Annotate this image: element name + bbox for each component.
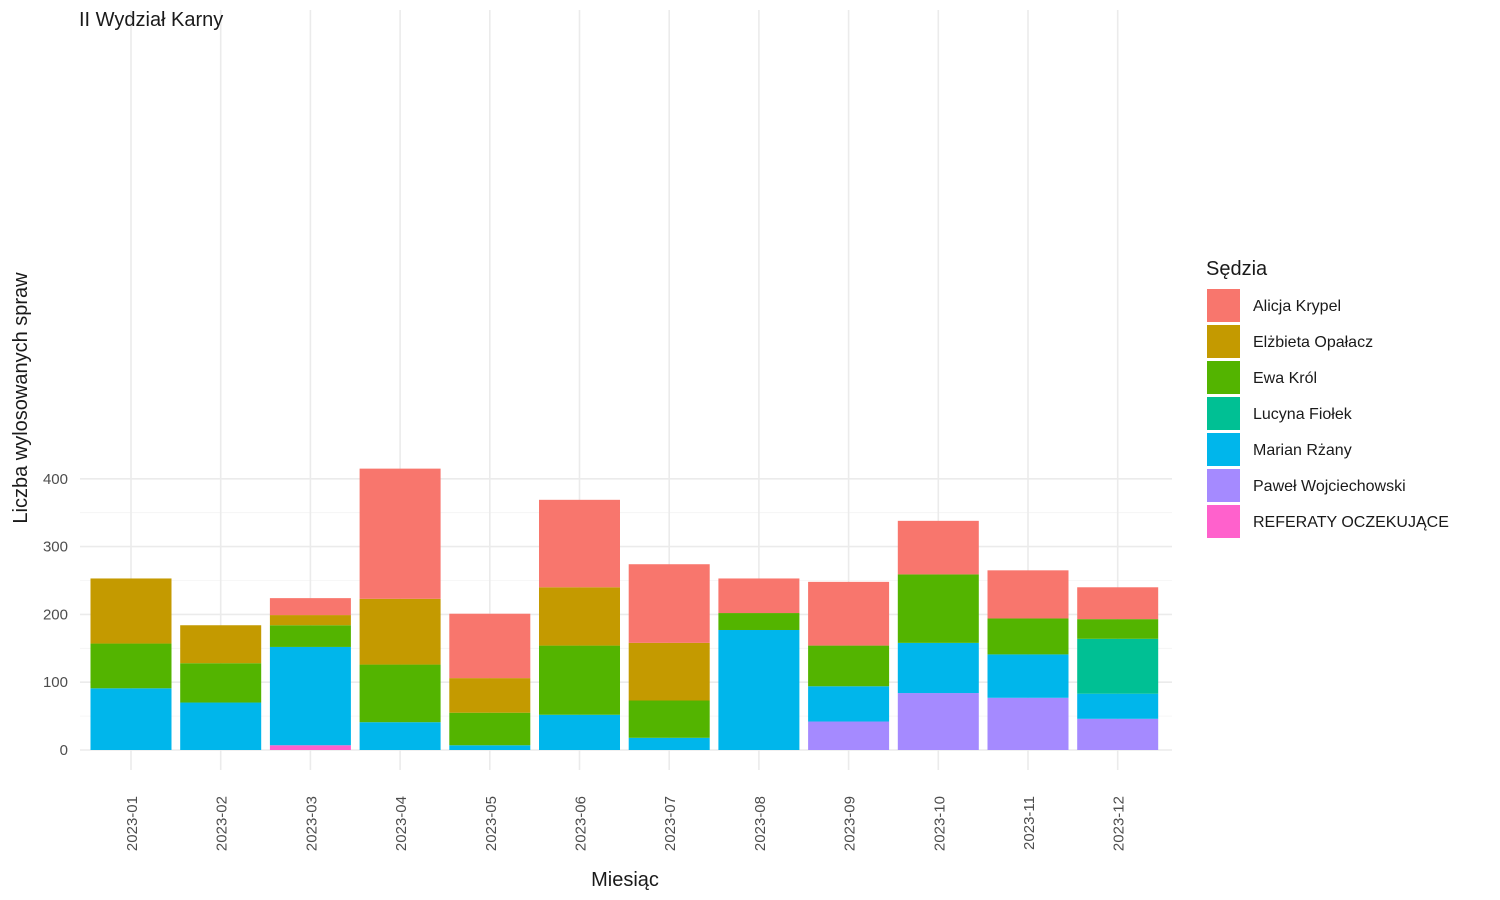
legend-label: REFERATY OCZEKUJĄCE (1253, 514, 1449, 531)
bar-segment (269, 625, 351, 647)
bar-segment (359, 468, 441, 599)
bar-segment (628, 737, 710, 750)
legend-label: Ewa Król (1253, 370, 1317, 387)
bar-segment (269, 745, 351, 750)
bar-segment (449, 678, 531, 713)
legend-label: Marian Rżany (1253, 442, 1352, 459)
bar-segment (180, 625, 262, 664)
bar-segment (449, 712, 531, 746)
bar-segment (628, 564, 710, 643)
x-tick-label: 2023-09 (842, 796, 859, 851)
bar-segment (449, 613, 531, 679)
x-tick-label: 2023-07 (662, 796, 679, 851)
y-axis-ticks: 0 100 200 300 400 (43, 471, 68, 759)
bar-segment (808, 581, 890, 646)
bar-segment (1077, 718, 1159, 750)
bar-segment (180, 702, 262, 750)
bar-segment (449, 745, 531, 750)
bar-segment (808, 645, 890, 687)
legend: Sędzia Alicja Krypel Elżbieta Opałacz Ewa … (1206, 258, 1449, 538)
bar-segment (539, 714, 620, 750)
y-axis-title: Liczba wylosowanych spraw (10, 272, 32, 524)
legend-label: Lucyna Fiołek (1253, 406, 1353, 423)
x-tick-label: 2023-11 (1021, 796, 1038, 850)
bar-segment (269, 615, 351, 626)
bar-segment (359, 664, 441, 723)
bar-segment (539, 499, 620, 588)
bar-segment (180, 663, 262, 703)
bar-segment (359, 598, 441, 665)
y-tick-label: 0 (60, 742, 68, 759)
x-tick-label: 2023-10 (931, 796, 948, 851)
bars (90, 468, 1159, 750)
bar-segment (897, 574, 979, 643)
bar-segment (269, 646, 351, 746)
bar-segment (359, 722, 441, 750)
bar-segment (718, 578, 800, 614)
y-tick-label: 300 (43, 539, 68, 556)
legend-key (1207, 469, 1240, 502)
legend-title: Sędzia (1206, 258, 1268, 280)
x-tick-label: 2023-03 (303, 796, 320, 851)
legend-key (1207, 397, 1240, 430)
bar-segment (269, 598, 351, 616)
y-tick-label: 100 (43, 674, 68, 691)
x-tick-label: 2023-05 (483, 796, 500, 851)
legend-label: Paweł Wojciechowski (1253, 478, 1406, 495)
bar-segment (539, 645, 620, 715)
legend-label: Alicja Krypel (1253, 298, 1341, 315)
bar-segment (718, 629, 800, 750)
legend-key (1207, 505, 1240, 538)
bar-segment (897, 693, 979, 750)
y-tick-label: 200 (43, 606, 68, 623)
legend-key (1207, 289, 1240, 322)
bar-segment (897, 642, 979, 694)
bar-segment (1077, 587, 1159, 620)
bar-segment (90, 578, 172, 644)
bar-segment (90, 643, 172, 689)
legend-label: Elżbieta Opałacz (1253, 334, 1373, 351)
bar-segment (90, 688, 172, 750)
x-tick-label: 2023-04 (393, 796, 410, 851)
y-tick-label: 400 (43, 471, 68, 488)
bar-segment (1077, 693, 1159, 719)
x-tick-label: 2023-02 (214, 796, 231, 851)
bar-segment (987, 618, 1069, 655)
bar-segment (987, 654, 1069, 698)
legend-key (1207, 325, 1240, 358)
bar-segment (1077, 638, 1159, 694)
x-tick-label: 2023-06 (573, 796, 590, 851)
legend-key (1207, 361, 1240, 394)
x-axis-ticks: 2023-01 2023-02 2023-03 2023-04 2023-05 2023-… (124, 796, 1128, 851)
bar-segment (539, 587, 620, 646)
bar-segment (987, 570, 1069, 619)
bar-segment (628, 700, 710, 738)
bar-segment (1077, 619, 1159, 639)
bar-segment (718, 613, 800, 630)
bar-segment (808, 686, 890, 722)
legend-key (1207, 433, 1240, 466)
chart-title: II Wydział Karny (79, 9, 223, 31)
x-tick-label: 2023-01 (124, 796, 141, 851)
bar-segment (808, 721, 890, 750)
bar-segment (897, 520, 979, 575)
bar-segment (628, 642, 710, 701)
x-tick-label: 2023-08 (752, 796, 769, 851)
x-tick-label: 2023-12 (1111, 796, 1128, 851)
x-axis-title: Miesiąc (591, 869, 659, 891)
bar-segment (987, 697, 1069, 750)
